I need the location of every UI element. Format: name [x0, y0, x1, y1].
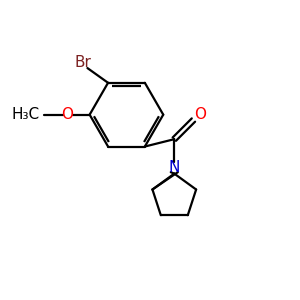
Text: O: O	[194, 107, 206, 122]
Text: O: O	[61, 107, 74, 122]
Text: N: N	[169, 160, 180, 175]
Text: Br: Br	[75, 55, 92, 70]
Text: H₃C: H₃C	[11, 107, 40, 122]
